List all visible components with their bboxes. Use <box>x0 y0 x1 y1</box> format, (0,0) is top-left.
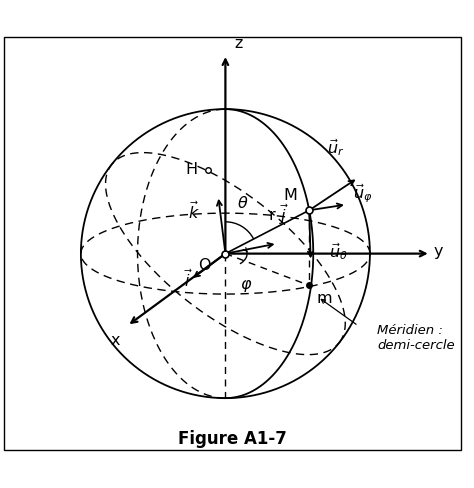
Text: $\vec{k}$: $\vec{k}$ <box>188 200 200 222</box>
Text: Figure A1-7: Figure A1-7 <box>178 429 287 447</box>
Text: $\vec{u}_\theta$: $\vec{u}_\theta$ <box>329 241 348 262</box>
Text: $\vec{j}$: $\vec{j}$ <box>279 203 289 227</box>
Text: r: r <box>269 207 275 223</box>
Text: $\varphi$: $\varphi$ <box>240 277 252 293</box>
Text: $\vec{u}_r$: $\vec{u}_r$ <box>327 137 344 158</box>
Text: Méridien :
demi-cercle: Méridien : demi-cercle <box>377 324 455 352</box>
Text: z: z <box>234 36 242 51</box>
Text: $\theta$: $\theta$ <box>237 195 248 211</box>
Text: $\vec{i}$: $\vec{i}$ <box>184 268 193 290</box>
Text: $\vec{u}_\varphi$: $\vec{u}_\varphi$ <box>353 182 372 205</box>
Text: M: M <box>284 187 298 202</box>
Text: O: O <box>199 257 211 272</box>
Text: H: H <box>186 162 198 177</box>
Text: x: x <box>110 332 120 347</box>
Text: m: m <box>317 290 332 305</box>
Text: y: y <box>434 244 443 259</box>
